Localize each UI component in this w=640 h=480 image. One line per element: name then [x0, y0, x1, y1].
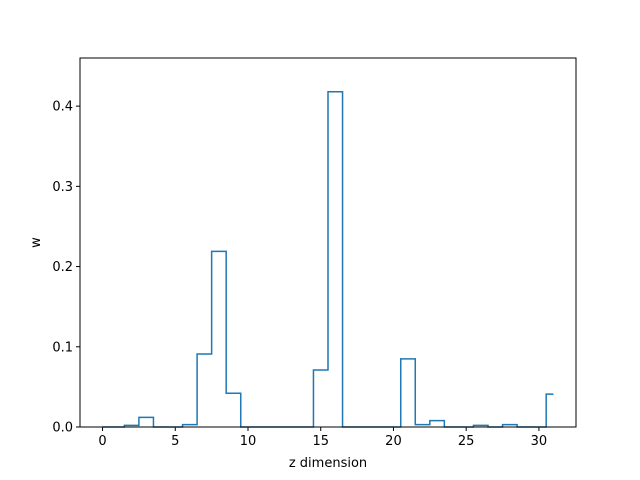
y-tick-label: 0.3	[52, 180, 73, 195]
y-tick-label: 0.1	[52, 340, 73, 355]
plot-frame	[79, 57, 577, 428]
x-tick-label: 5	[171, 434, 179, 449]
x-axis-ticks: 0 5 10 15 20 25 30	[98, 427, 547, 449]
x-axis-label: z dimension	[289, 456, 367, 471]
y-tick-label: 0.0	[52, 421, 73, 436]
x-tick-label: 15	[312, 434, 329, 449]
x-tick-label: 10	[240, 434, 257, 449]
y-axis-label: w	[29, 237, 44, 248]
y-axis-ticks: 0.0 0.1 0.2 0.3 0.4	[52, 100, 80, 436]
y-tick-label: 0.4	[52, 100, 73, 115]
y-tick-label: 0.2	[52, 260, 73, 275]
x-tick-label: 20	[385, 434, 402, 449]
x-tick-label: 25	[458, 434, 475, 449]
x-tick-label: 0	[98, 434, 106, 449]
x-tick-label: 30	[531, 434, 548, 449]
